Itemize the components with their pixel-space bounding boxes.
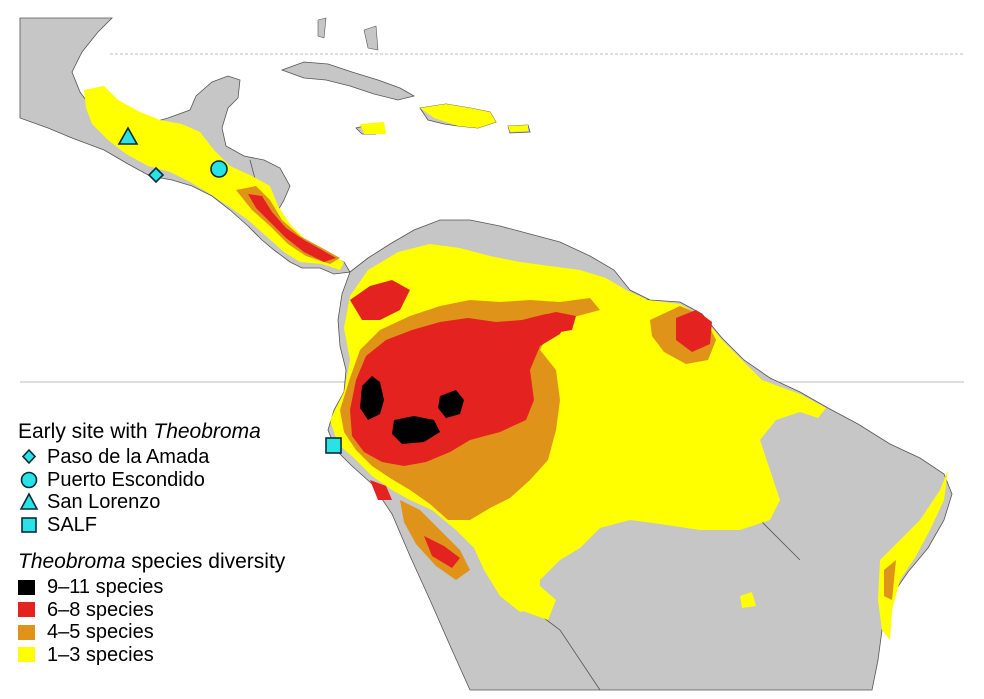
- color-swatch: [18, 647, 35, 663]
- legend-class-label: 9–11 species: [47, 576, 164, 598]
- land-small-island-2: [317, 17, 327, 39]
- legend-site-paso-de-la-amada: Paso de la Amada: [18, 446, 285, 469]
- triangle-icon: [19, 492, 39, 511]
- legend-site-salf: SALF: [18, 514, 285, 537]
- square-icon: [21, 516, 37, 533]
- site-marker-salf: [325, 437, 342, 454]
- legend-class-1-3: 1–3 species: [18, 644, 285, 667]
- circle-icon: [20, 471, 38, 489]
- diversity-legend-title-genus: Theobroma: [18, 550, 126, 573]
- diamond-icon: [21, 449, 37, 465]
- land-small-island-1: [363, 25, 379, 51]
- map-legend: Early site with Theobroma Paso de la Ama…: [18, 418, 285, 666]
- sites-legend-title: Early site with Theobroma: [18, 418, 285, 446]
- legend-site-puerto-escondido: Puerto Escondido: [18, 469, 285, 492]
- diversity-legend-title-suffix: species diversity: [125, 550, 286, 573]
- color-swatch: [18, 579, 35, 595]
- site-markers: [117, 126, 342, 454]
- site-marker-san-lorenzo: [117, 126, 139, 145]
- legend-site-label: Paso de la Amada: [47, 446, 210, 468]
- legend-class-6-8: 6–8 species: [18, 599, 285, 622]
- sites-legend-title-genus: Theobroma: [153, 420, 261, 443]
- legend-class-4-5: 4–5 species: [18, 621, 285, 644]
- legend-class-label: 1–3 species: [47, 643, 154, 666]
- site-marker-puerto-escondido: [210, 160, 228, 178]
- sites-legend-title-prefix: Early site with: [18, 420, 154, 443]
- legend-site-label: San Lorenzo: [47, 491, 161, 513]
- site-marker-paso-de-la-amada: [147, 166, 165, 184]
- legend-class-9-11: 9–11 species: [18, 576, 285, 599]
- legend-site-label: SALF: [47, 513, 98, 536]
- legend-site-san-lorenzo: San Lorenzo: [18, 491, 285, 514]
- legend-class-label: 4–5 species: [47, 621, 154, 643]
- land-cuba: [280, 61, 416, 101]
- legend-site-label: Puerto Escondido: [47, 468, 205, 491]
- legend-class-label: 6–8 species: [47, 598, 154, 621]
- diversity-class-9-11: [360, 376, 464, 444]
- color-swatch: [18, 602, 35, 618]
- color-swatch: [18, 624, 35, 640]
- diversity-legend-title: Theobroma species diversity: [18, 548, 285, 576]
